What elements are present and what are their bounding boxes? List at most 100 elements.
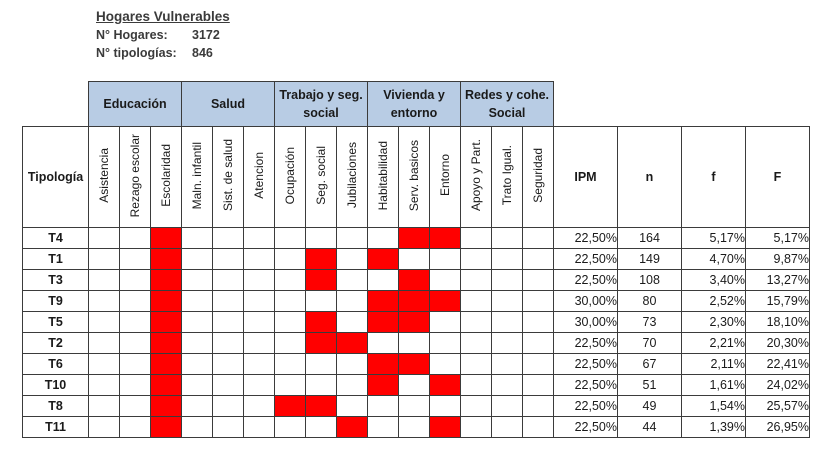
- flag-cell: [460, 416, 492, 438]
- flag-cell: [181, 290, 213, 312]
- flag-cell: [305, 416, 337, 438]
- flag-cell: [491, 290, 523, 312]
- indicator-label: Serv. basicos: [407, 139, 421, 212]
- n-cell: 49: [617, 395, 682, 417]
- n-cell: 51: [617, 374, 682, 396]
- ipm-cell: 30,00%: [553, 311, 618, 333]
- table-row: T4 22,50% 164 5,17% 5,17%: [22, 227, 810, 249]
- hogares-value: 3172: [192, 28, 220, 42]
- f-cell: 4,70%: [681, 248, 746, 270]
- typology-table: Educación Salud Trabajo y seg. social Vivie…: [22, 81, 810, 438]
- stat-header: f: [681, 126, 746, 228]
- flag-cell: [429, 269, 461, 291]
- f-cell: 2,52%: [681, 290, 746, 312]
- flag-cell: [119, 332, 151, 354]
- indicator-header: Sist. de salud: [212, 126, 244, 228]
- indicator-label: Escolaridad: [159, 144, 173, 207]
- F-cell: 22,41%: [745, 353, 810, 375]
- flag-cell-on: [305, 395, 337, 417]
- flag-cell: [367, 416, 399, 438]
- flag-cell: [274, 332, 306, 354]
- flag-cell: [181, 227, 213, 249]
- flag-cell: [181, 311, 213, 333]
- flag-cell: [274, 227, 306, 249]
- group-header: Redes y cohe. Social: [460, 81, 554, 127]
- flag-cell: [522, 227, 554, 249]
- F-cell: 20,30%: [745, 332, 810, 354]
- flag-cell: [460, 374, 492, 396]
- table-row: T11 22,50% 44 1,39% 26,95%: [22, 416, 810, 438]
- indicator-header: Trato Igual.: [491, 126, 523, 228]
- flag-cell: [491, 353, 523, 375]
- flag-cell-on: [429, 416, 461, 438]
- flag-cell: [119, 269, 151, 291]
- flag-cell: [367, 395, 399, 417]
- flag-cell: [522, 395, 554, 417]
- flag-cell: [212, 290, 244, 312]
- flag-cell: [522, 332, 554, 354]
- indicator-label: Atencion: [252, 152, 266, 199]
- flag-cell: [491, 395, 523, 417]
- row-label: T3: [22, 269, 89, 291]
- n-cell: 73: [617, 311, 682, 333]
- indicator-header: Escolaridad: [150, 126, 182, 228]
- flag-cell-on: [150, 227, 182, 249]
- F-cell: 24,02%: [745, 374, 810, 396]
- flag-cell-on: [305, 311, 337, 333]
- indicator-label: Maln. infantil: [190, 141, 204, 210]
- ipm-cell: 22,50%: [553, 353, 618, 375]
- n-cell: 164: [617, 227, 682, 249]
- f-cell: 1,54%: [681, 395, 746, 417]
- indicator-header-row: Tipología Asistencia Rezago escolar Escolar…: [22, 126, 810, 228]
- indicator-header: Serv. basicos: [398, 126, 430, 228]
- flag-cell: [243, 353, 275, 375]
- flag-cell-on: [305, 332, 337, 354]
- group-header: Vivienda y entorno: [367, 81, 461, 127]
- flag-cell: [243, 290, 275, 312]
- tipologia-header: Tipología: [22, 126, 89, 228]
- flag-cell-on: [305, 269, 337, 291]
- f-cell: 2,11%: [681, 353, 746, 375]
- flag-cell: [243, 311, 275, 333]
- indicator-label: Rezago escolar: [128, 133, 142, 218]
- flag-cell: [181, 416, 213, 438]
- flag-cell: [398, 248, 430, 270]
- flag-cell-on: [150, 374, 182, 396]
- row-label: T2: [22, 332, 89, 354]
- flag-cell: [367, 332, 399, 354]
- indicator-label: Seg. social: [314, 146, 328, 205]
- indicator-label: Sist. de salud: [221, 139, 235, 212]
- flag-cell: [491, 374, 523, 396]
- flag-cell: [119, 248, 151, 270]
- table-row: T10 22,50% 51 1,61% 24,02%: [22, 374, 810, 396]
- row-label: T9: [22, 290, 89, 312]
- flag-cell: [460, 248, 492, 270]
- flag-cell: [88, 332, 120, 354]
- flag-cell: [274, 269, 306, 291]
- flag-cell: [243, 227, 275, 249]
- flag-cell: [429, 395, 461, 417]
- flag-cell: [119, 395, 151, 417]
- flag-cell: [460, 290, 492, 312]
- indicator-header: Asistencia: [88, 126, 120, 228]
- indicator-header: Apoyo y Part.: [460, 126, 492, 228]
- stat-header: F: [745, 126, 810, 228]
- flag-cell: [429, 353, 461, 375]
- flag-cell-on: [150, 332, 182, 354]
- indicator-header: Rezago escolar: [119, 126, 151, 228]
- flag-cell: [181, 374, 213, 396]
- flag-cell: [398, 332, 430, 354]
- group-header: Salud: [181, 81, 275, 127]
- flag-cell-on: [305, 248, 337, 270]
- ipm-cell: 22,50%: [553, 227, 618, 249]
- table-row: T5 30,00% 73 2,30% 18,10%: [22, 311, 810, 333]
- ipm-cell: 22,50%: [553, 374, 618, 396]
- flag-cell: [460, 395, 492, 417]
- table-row: T2 22,50% 70 2,21% 20,30%: [22, 332, 810, 354]
- flag-cell: [274, 374, 306, 396]
- flag-cell: [243, 374, 275, 396]
- flag-cell: [429, 248, 461, 270]
- table-row: T1 22,50% 149 4,70% 9,87%: [22, 248, 810, 270]
- flag-cell: [398, 395, 430, 417]
- flag-cell: [119, 227, 151, 249]
